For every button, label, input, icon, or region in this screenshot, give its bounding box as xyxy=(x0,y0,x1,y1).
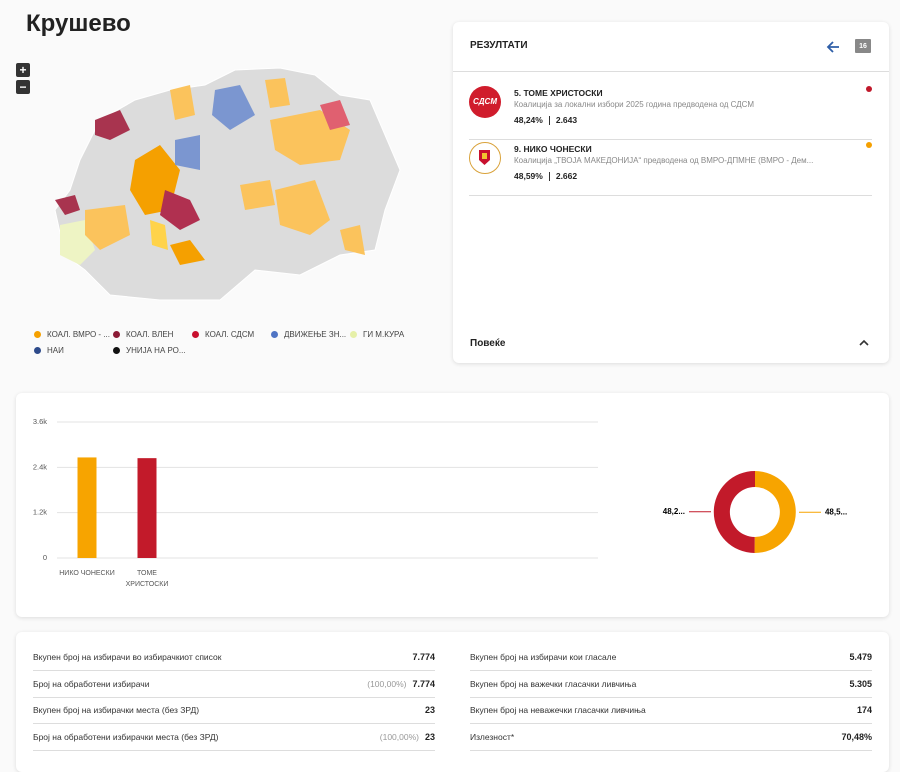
candidate-percent: 48,59% xyxy=(514,171,543,181)
stat-value: 5.479 xyxy=(849,652,872,662)
legend-label: КОАЛ. СДСМ xyxy=(205,330,255,339)
candidate-coalition: Коалиција „ТВОЈА МАКЕДОНИЈА“ предводена … xyxy=(514,156,814,165)
stats-card: Вкупен број на избирачи во избирачкиот с… xyxy=(16,632,889,772)
stat-label: Број на обработени избирачки места (без … xyxy=(33,731,219,742)
candidate: 9. НИКО ЧОНЕСКИ Коалиција „ТВОЈА МАКЕДОНИ… xyxy=(469,140,872,196)
legend-swatch xyxy=(350,331,357,338)
stat-row: Вкупен број на важечки гласачки ливчиња 5… xyxy=(470,671,872,698)
stat-row: Број на обработени избирачки места (без … xyxy=(33,724,435,751)
stat-label: Вкупен број на важечки гласачки ливчиња xyxy=(470,678,637,689)
stat-label: Вкупен број на избирачи кои гласале xyxy=(470,652,617,662)
stat-row: Вкупен број на избирачи кои гласале 5.479 xyxy=(470,644,872,671)
legend-swatch xyxy=(113,347,120,354)
badge[interactable]: 16 xyxy=(855,39,871,53)
logo-mark xyxy=(479,150,490,165)
party-logo xyxy=(469,142,501,174)
legend-swatch xyxy=(34,331,41,338)
candidate-numbers: 48,24% 2.643 xyxy=(514,115,577,125)
legend-swatch xyxy=(113,331,120,338)
stat-extra: (100,00%) xyxy=(379,731,419,742)
stat-label: Вкупен број на неважечки гласачки ливчињ… xyxy=(470,705,646,715)
legend-label: ДВИЖЕЊЕ ЗН... xyxy=(284,330,347,339)
legend-label: УНИЈА НА РО... xyxy=(126,346,186,355)
legend-swatch xyxy=(192,331,199,338)
charts: 0 1.2k 2.4k 3.6k 48,5... 48,2... xyxy=(33,417,847,562)
candidate-numbers: 48,59% 2.662 xyxy=(514,171,577,181)
stat-value: 23 xyxy=(424,705,435,715)
separator xyxy=(548,171,550,181)
chart-card: 0 1.2k 2.4k 3.6k 48,5... 48,2... НИКО ЧОНЕСКИ… xyxy=(16,393,889,617)
more[interactable]: Повеќе xyxy=(470,338,506,349)
candidate-votes: 2.662 xyxy=(555,171,578,181)
stat-row: Излезност* 70,48% xyxy=(470,724,872,751)
stat-value: 23 xyxy=(424,731,435,742)
stat-value: 174 xyxy=(856,705,872,715)
back-icon[interactable] xyxy=(825,40,841,54)
candidate-percent: 48,24% xyxy=(514,115,543,125)
stat-label: Излезност* xyxy=(470,731,515,742)
data-label: 48,2... xyxy=(663,507,685,516)
candidate-votes: 2.643 xyxy=(555,115,578,125)
stat-row: Вкупен број на избирачи во избирачкиот с… xyxy=(33,644,435,671)
stat-row: Вкупен број на избирачки места (без ЗРД)… xyxy=(33,697,435,724)
candidate-dot xyxy=(866,142,872,148)
y-tick-label: 1.2k xyxy=(33,508,47,517)
stat-value: 5.305 xyxy=(849,678,872,689)
zoom-out[interactable]: − xyxy=(16,80,30,94)
bar xyxy=(137,458,157,558)
donut-slice xyxy=(713,470,755,553)
results-header: РЕЗУЛТАТИ xyxy=(470,40,528,51)
stat-label: Вкупен број на избирачки места (без ЗРД) xyxy=(33,705,200,715)
candidate-name: 5. ТОМЕ ХРИСТОСКИ xyxy=(514,88,603,98)
stat-label: Вкупен број на избирачи во избирачкиот с… xyxy=(33,652,222,662)
stat-extra: (100,00%) xyxy=(367,678,407,689)
legend-item[interactable]: ГИ М.КУРА xyxy=(350,329,429,340)
stat-value: 7.774 xyxy=(412,652,435,662)
stat-row: Број на обработени избирачи (100,00%) 7.77… xyxy=(33,671,435,698)
data-label: 48,5... xyxy=(825,507,847,516)
legend-swatch xyxy=(34,347,41,354)
y-tick-label: 0 xyxy=(43,553,47,562)
legend-item[interactable]: УНИЈА НА РО... xyxy=(113,345,192,356)
page-title: Крушево xyxy=(26,10,131,37)
candidate: СДСМ 5. ТОМЕ ХРИСТОСКИ Коалиција за локалн… xyxy=(469,84,872,140)
legend-label: КОАЛ. ВЛЕН xyxy=(126,330,174,339)
results-card: РЕЗУЛТАТИ 16 СДСМ 5. ТОМЕ ХРИСТОСКИ Коалиц… xyxy=(453,22,889,363)
candidate-dot xyxy=(866,86,872,92)
x-tick-label: ТОМЕ ХРИСТОСКИ xyxy=(125,570,169,588)
candidate-name: 9. НИКО ЧОНЕСКИ xyxy=(514,144,592,154)
map-legend: КОАЛ. ВМРО - ... КОАЛ. ВЛЕН КОАЛ. СДСМ ДВИЖ… xyxy=(34,329,434,356)
legend-item[interactable]: КОАЛ. ВЛЕН xyxy=(113,329,192,340)
y-tick-label: 3.6k xyxy=(33,417,47,426)
legend-label: КОАЛ. ВМРО - ... xyxy=(47,330,110,339)
stat-row: Вкупен број на неважечки гласачки ливчињ… xyxy=(470,697,872,724)
legend-label: ГИ М.КУРА xyxy=(363,330,405,339)
separator xyxy=(548,115,550,125)
x-tick-label: НИКО ЧОНЕСКИ xyxy=(59,570,115,577)
legend-item[interactable]: НАИ xyxy=(34,345,113,356)
stat-label: Број на обработени избирачи xyxy=(33,678,150,689)
legend-item[interactable]: КОАЛ. ВМРО - ... xyxy=(34,329,113,340)
legend-item[interactable]: КОАЛ. СДСМ xyxy=(192,329,271,340)
party-logo: СДСМ xyxy=(469,86,501,118)
y-tick-label: 2.4k xyxy=(33,462,47,471)
legend-swatch xyxy=(271,331,278,338)
chevron[interactable] xyxy=(859,339,869,347)
zoom-in[interactable]: + xyxy=(16,63,30,77)
map xyxy=(54,67,401,301)
donut-slice xyxy=(754,471,796,554)
legend-label: НАИ xyxy=(47,346,64,355)
legend-item[interactable]: ДВИЖЕЊЕ ЗН... xyxy=(271,329,350,340)
divider xyxy=(453,71,889,72)
stat-value: 7.774 xyxy=(412,678,435,689)
bar xyxy=(77,457,97,558)
stat-value: 70,48% xyxy=(841,731,872,742)
candidate-coalition: Коалиција за локални избори 2025 година … xyxy=(514,100,755,109)
